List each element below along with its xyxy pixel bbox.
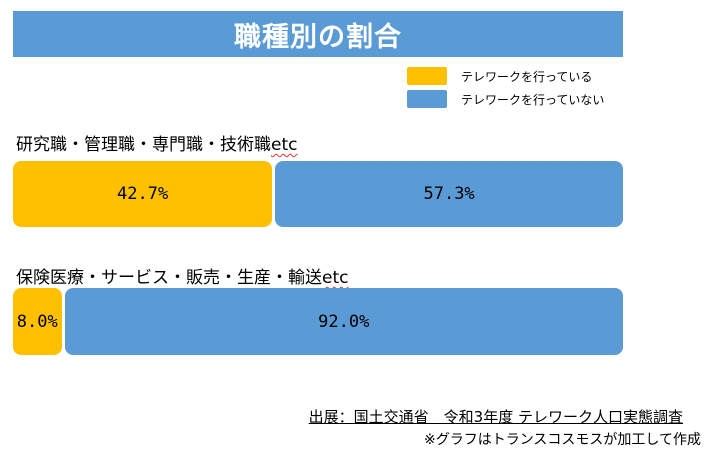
legend-item-telework: テレワークを行っている bbox=[407, 66, 604, 86]
category-label-2: 保険医療・サービス・販売・生産・輸送etc bbox=[16, 263, 348, 288]
category-label-1-text: 研究職・管理職・専門職・技術職 bbox=[16, 135, 271, 155]
data-label-2-1: 8.0% bbox=[16, 311, 58, 332]
legend-swatch-telework bbox=[407, 67, 447, 85]
bar-row-1: 42.7% 57.3% bbox=[13, 161, 623, 227]
bar-segment-2-telework: 8.0% bbox=[13, 288, 62, 355]
bar-row-2: 8.0% 92.0% bbox=[13, 288, 623, 355]
legend-label-telework: テレワークを行っている bbox=[461, 69, 593, 84]
legend-item-no-telework: テレワークを行っていない bbox=[407, 89, 604, 109]
data-label-1-2: 57.3% bbox=[423, 184, 475, 204]
legend-label-no-telework: テレワークを行っていない bbox=[461, 92, 605, 107]
bar-segment-1-telework: 42.7% bbox=[13, 161, 273, 227]
category-label-1: 研究職・管理職・専門職・技術職etc bbox=[16, 130, 297, 155]
data-label-2-2: 92.0% bbox=[318, 311, 370, 332]
chart-title-bar: 職種別の割合 bbox=[13, 11, 623, 57]
data-label-1-1: 42.7% bbox=[117, 184, 169, 204]
chart-title: 職種別の割合 bbox=[234, 21, 402, 53]
bar-segment-1-no-telework: 57.3% bbox=[275, 161, 623, 227]
source-text: 出展：国土交通省 令和3年度 テレワーク人口実態調査 bbox=[308, 408, 683, 426]
legend: テレワークを行っている テレワークを行っていない bbox=[407, 66, 604, 112]
category-label-1-etc: etc bbox=[271, 135, 298, 155]
bar-segment-2-no-telework: 92.0% bbox=[64, 288, 623, 355]
category-label-2-text: 保険医療・サービス・販売・生産・輸送 bbox=[16, 268, 322, 288]
legend-swatch-no-telework bbox=[407, 90, 447, 108]
category-label-2-etc: etc bbox=[322, 268, 349, 288]
note-text: ※グラフはトランスコスモスが加工して作成 bbox=[423, 432, 701, 448]
